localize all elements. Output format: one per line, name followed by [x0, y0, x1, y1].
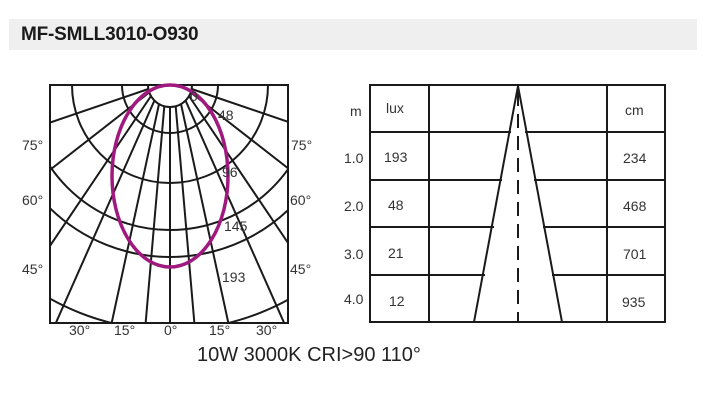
ring-label: 193: [222, 269, 246, 285]
row-cm: 468: [623, 198, 647, 214]
angle-label-bottom: 30°: [256, 322, 278, 338]
intensity-curve: [110, 83, 230, 269]
title-bar: MF-SMLL3010-O930: [9, 19, 697, 50]
ring-label: 145: [224, 218, 248, 234]
angle-label-left: 75°: [22, 137, 44, 153]
row-lux: 12: [389, 293, 405, 309]
row-lux: 48: [388, 197, 404, 213]
header-lux: lux: [386, 100, 404, 116]
header-cm: cm: [625, 102, 644, 118]
row-distance: 2.0: [344, 198, 364, 214]
row-lux: 193: [384, 149, 408, 165]
polar-grid: [50, 85, 288, 323]
row-cm: 935: [622, 294, 646, 310]
ring-label: 0: [190, 88, 198, 104]
angle-label-right: 75°: [291, 137, 313, 153]
angle-label-bottom: 0°: [164, 322, 178, 338]
angle-label-bottom: 30°: [69, 322, 91, 338]
ring-label: 48: [218, 107, 234, 123]
angle-label-right: 45°: [290, 261, 312, 277]
angle-label-left: 60°: [22, 192, 44, 208]
header-m: m: [350, 103, 362, 119]
angle-label-bottom: 15°: [114, 322, 136, 338]
row-cm: 701: [623, 246, 647, 262]
ring-label: 96: [222, 164, 238, 180]
spec-caption: 10W 3000K CRI>90 110°: [197, 344, 421, 366]
row-distance: 4.0: [344, 291, 364, 307]
angle-label-right: 60°: [290, 192, 312, 208]
row-cm: 234: [623, 150, 647, 166]
row-distance: 1.0: [344, 150, 364, 166]
angle-label-bottom: 15°: [209, 322, 231, 338]
row-distance: 3.0: [344, 246, 364, 262]
angle-label-left: 45°: [22, 261, 44, 277]
product-title: MF-SMLL3010-O930: [21, 24, 199, 45]
row-lux: 21: [388, 245, 404, 261]
